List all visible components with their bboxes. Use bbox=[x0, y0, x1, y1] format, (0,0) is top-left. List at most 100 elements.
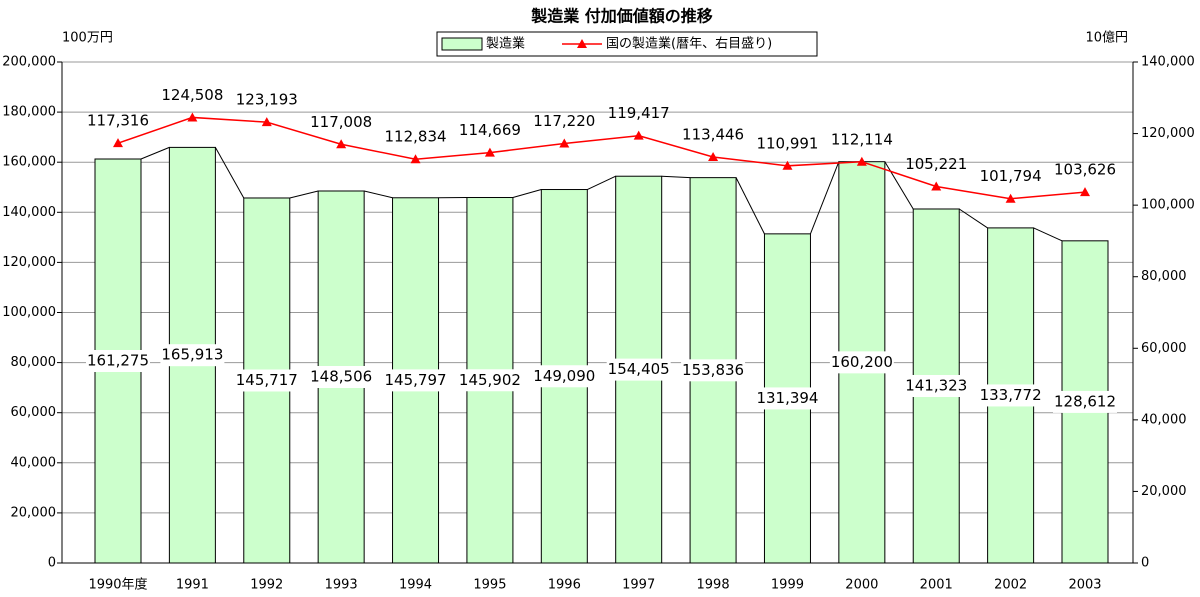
marker bbox=[113, 138, 123, 148]
series-line bbox=[140, 146, 170, 160]
x-tick-label: 1992 bbox=[250, 578, 283, 593]
line-value-label: 124,508 bbox=[161, 86, 223, 104]
label-bg bbox=[234, 369, 299, 392]
y-tick-label: 40,000 bbox=[11, 455, 57, 470]
marker bbox=[1005, 193, 1016, 203]
bar-value-label: 148,506 bbox=[310, 367, 372, 385]
x-tick-label: 1996 bbox=[548, 578, 581, 593]
bar-value-label: 141,323 bbox=[905, 376, 967, 394]
series-line bbox=[884, 161, 914, 210]
label-bg bbox=[532, 365, 597, 388]
label-bg bbox=[829, 351, 894, 374]
marker bbox=[336, 139, 347, 149]
series-line bbox=[214, 147, 245, 199]
line-value-label: 114,669 bbox=[459, 121, 521, 139]
line-value-label: 112,114 bbox=[831, 130, 893, 148]
y2-tick-label: 20,000 bbox=[1141, 484, 1187, 499]
y-tick-label: 0 bbox=[48, 556, 56, 571]
x-tick-label: 1991 bbox=[176, 578, 209, 593]
legend-swatch bbox=[441, 37, 483, 51]
marker bbox=[559, 138, 570, 148]
y-tick-label: 20,000 bbox=[11, 505, 57, 520]
line-value-label: 119,417 bbox=[608, 104, 670, 122]
series-line bbox=[289, 190, 319, 199]
legend-label: 製造業 bbox=[486, 36, 525, 52]
label-bg bbox=[606, 358, 671, 381]
line bbox=[117, 116, 1086, 200]
marker bbox=[931, 181, 942, 191]
bar-value-label: 145,717 bbox=[236, 371, 298, 389]
y-tick-label: 60,000 bbox=[11, 405, 57, 420]
line-value-label: 117,316 bbox=[87, 112, 149, 130]
y-unit: 100万円 bbox=[62, 31, 113, 46]
y2-tick-label: 100,000 bbox=[1141, 198, 1195, 213]
x-tick-label: 1993 bbox=[325, 578, 358, 593]
series-line bbox=[364, 190, 393, 199]
x-tick-label: 2002 bbox=[994, 578, 1027, 593]
marker bbox=[708, 152, 719, 162]
y-tick-label: 100,000 bbox=[2, 305, 56, 320]
label-bg bbox=[1053, 390, 1117, 413]
label-bg bbox=[904, 374, 969, 397]
line-value-label: 123,193 bbox=[236, 91, 298, 109]
label-bg bbox=[383, 369, 448, 392]
x-tick-label: 1999 bbox=[771, 578, 804, 593]
marker bbox=[782, 160, 793, 170]
label-bg bbox=[681, 359, 746, 382]
label-bg bbox=[978, 384, 1043, 407]
line-value-label: 112,834 bbox=[385, 128, 447, 146]
y-tick-label: 80,000 bbox=[11, 355, 57, 370]
bar-value-label: 145,797 bbox=[385, 371, 447, 389]
y2-tick-label: 0 bbox=[1141, 556, 1149, 571]
x-tick-label: 2003 bbox=[1068, 578, 1101, 593]
y-tick-label: 140,000 bbox=[2, 205, 56, 220]
series-line bbox=[587, 175, 616, 190]
marker bbox=[187, 112, 198, 122]
legend-label: 国の製造業(暦年、右目盛り) bbox=[606, 36, 772, 52]
bar-value-label: 128,612 bbox=[1054, 392, 1116, 410]
y2-tick-label: 80,000 bbox=[1141, 269, 1187, 284]
x-tick-label: 2001 bbox=[920, 578, 953, 593]
label-bg bbox=[160, 344, 225, 367]
y2-unit: 10億円 bbox=[1085, 30, 1128, 46]
line-value-label: 101,794 bbox=[980, 167, 1042, 185]
x-tick-label: 1994 bbox=[399, 578, 432, 593]
marker bbox=[484, 147, 495, 157]
bar-value-label: 131,394 bbox=[756, 389, 818, 407]
line-value-label: 105,221 bbox=[905, 155, 967, 173]
marker bbox=[410, 154, 421, 164]
legend-marker bbox=[577, 39, 587, 48]
x-tick-label: 1997 bbox=[622, 578, 655, 593]
y-tick-label: 200,000 bbox=[2, 55, 56, 70]
series-line bbox=[958, 208, 988, 229]
y-tick-label: 160,000 bbox=[2, 155, 56, 170]
series-line bbox=[661, 175, 691, 179]
label-bg bbox=[86, 350, 150, 373]
legend-box bbox=[436, 31, 818, 57]
marker bbox=[1080, 187, 1090, 197]
y2-tick-label: 60,000 bbox=[1141, 341, 1187, 356]
marker bbox=[856, 156, 867, 166]
x-tick-label: 1990年度 bbox=[88, 577, 147, 593]
label-bg bbox=[309, 365, 374, 388]
marker bbox=[633, 130, 644, 140]
x-tick-label: 1995 bbox=[473, 578, 506, 593]
y2-tick-label: 140,000 bbox=[1141, 55, 1195, 70]
line-value-label: 113,446 bbox=[682, 126, 744, 144]
line-value-label: 117,220 bbox=[533, 112, 595, 130]
label-bg bbox=[755, 387, 820, 410]
series-line bbox=[1033, 227, 1063, 242]
bar-value-label: 145,902 bbox=[459, 371, 521, 389]
chart-title: 製造業 付加価値額の推移 bbox=[530, 7, 713, 26]
x-tick-label: 2000 bbox=[845, 578, 878, 593]
line-value-label: 110,991 bbox=[756, 134, 818, 152]
label-bg bbox=[457, 369, 522, 392]
bar-value-label: 161,275 bbox=[87, 352, 149, 370]
line-value-label: 117,008 bbox=[310, 113, 372, 131]
bar-value-label: 160,200 bbox=[831, 353, 893, 371]
y-tick-label: 120,000 bbox=[2, 255, 56, 270]
x-tick-label: 1998 bbox=[697, 578, 730, 593]
y2-tick-label: 120,000 bbox=[1141, 126, 1195, 141]
series-line bbox=[735, 177, 765, 235]
